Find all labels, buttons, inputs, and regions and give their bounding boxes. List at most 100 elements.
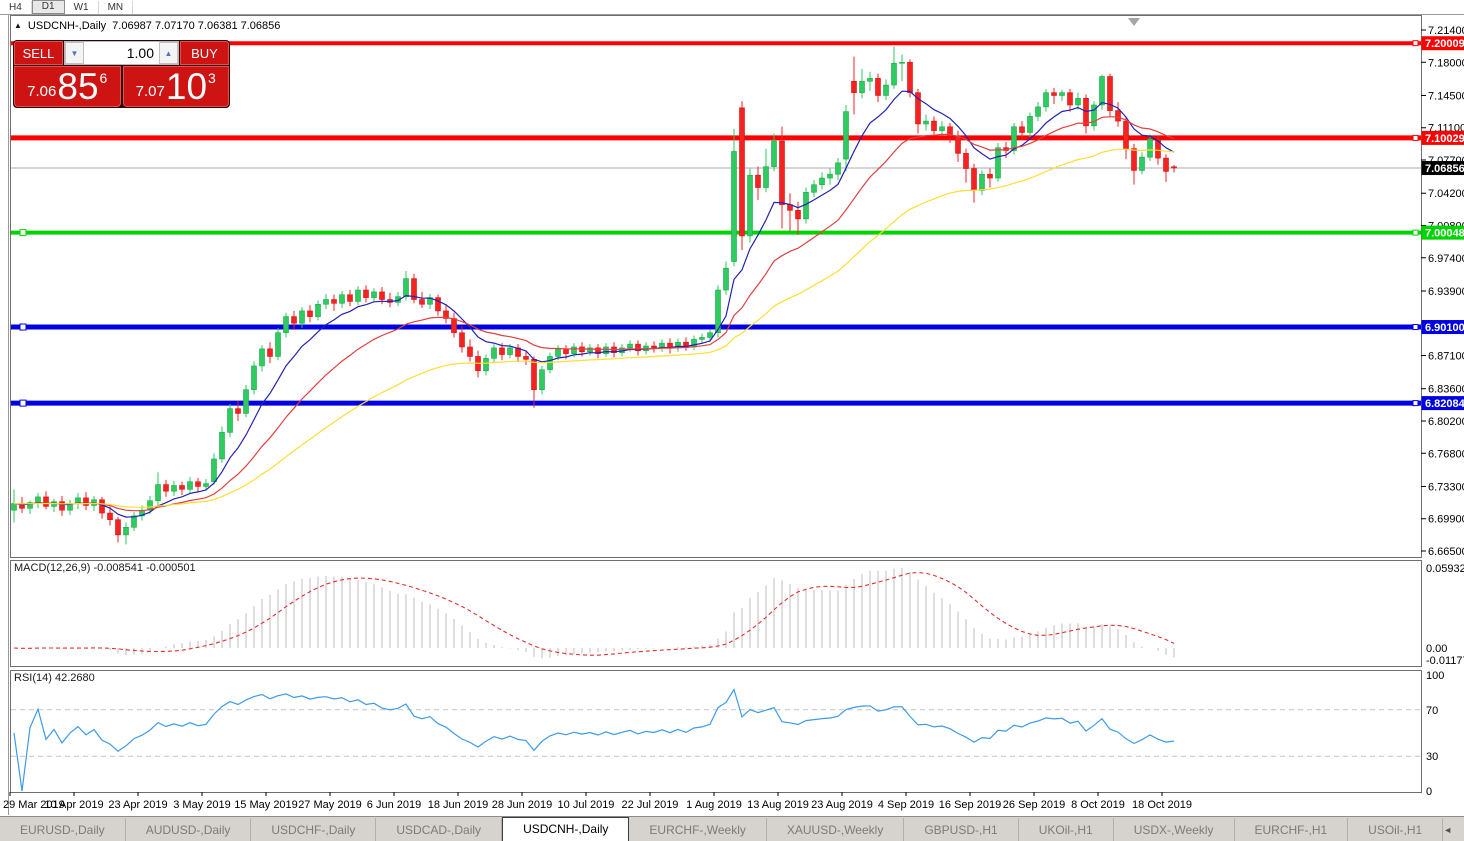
timeframe-button-h4[interactable]: H4 <box>0 0 32 14</box>
price-tick-label: 6.69900 <box>1428 514 1464 526</box>
macd-indicator-label: MACD(12,26,9) -0.008541 -0.000501 <box>14 562 196 574</box>
volume-increase-button[interactable]: ▲ <box>159 42 178 64</box>
buy-button[interactable]: BUY <box>180 41 229 65</box>
candle <box>1171 166 1177 169</box>
level-left-handle <box>19 229 27 237</box>
candle <box>307 310 313 317</box>
candle <box>1091 104 1097 127</box>
buy-price-box[interactable]: 7.07 10 3 <box>122 66 229 107</box>
candle <box>163 484 169 492</box>
candle <box>83 497 89 506</box>
fast-ma-line <box>13 90 1175 518</box>
chart-tab-eurchf-h1[interactable]: EURCHF-,H1 <box>1235 817 1349 841</box>
candle <box>267 348 273 357</box>
candle <box>843 111 849 160</box>
candle <box>891 62 897 86</box>
candle <box>731 151 737 262</box>
timeframe-button-w1[interactable]: W1 <box>65 0 99 14</box>
date-tick-label: 6 Jun 2019 <box>367 799 421 811</box>
chart-tab-usoil-h1[interactable]: USOil-,H1 <box>1348 817 1444 841</box>
date-tick-label: 10 Apr 2019 <box>44 799 103 811</box>
level-left-handle <box>19 323 27 331</box>
candle <box>555 348 561 357</box>
sell-button[interactable]: SELL <box>14 41 63 65</box>
chart-tab-gbpusd-h1[interactable]: GBPUSD-,H1 <box>904 817 1019 841</box>
chart-tab-bar: EURUSD-,Daily AUDUSD-,Daily USDCHF-,Daily U… <box>0 816 1464 841</box>
price-tick-label: 6.66500 <box>1428 546 1464 558</box>
level-price-badge: 7.10029 <box>1425 133 1464 145</box>
candle <box>115 519 121 536</box>
date-tick-label: 28 Jun 2019 <box>492 799 553 811</box>
chart-tab-usdcnh-daily[interactable]: USDCNH-,Daily <box>502 816 630 841</box>
candle <box>987 173 993 179</box>
price-tick-label: 6.80200 <box>1428 416 1464 428</box>
macd-axis-max: 0.059323 <box>1426 563 1464 575</box>
candle <box>1075 98 1081 106</box>
timeframe-button-mn[interactable]: MN <box>99 0 134 14</box>
chart-tab-usdcad-daily[interactable]: USDCAD-,Daily <box>376 817 503 841</box>
candle <box>995 147 1001 179</box>
candle <box>1027 116 1033 133</box>
candle <box>1043 92 1049 108</box>
timeframe-button-d1[interactable]: D1 <box>31 0 65 14</box>
chart-tab-usdchf-daily[interactable]: USDCHF-,Daily <box>251 817 377 841</box>
chart-tab-xauusd-weekly[interactable]: XAUUSD-,Weekly <box>767 817 905 841</box>
date-tick-label: 27 May 2019 <box>298 799 362 811</box>
price-tick-label: 7.04200 <box>1428 188 1464 200</box>
chart-tab-ukoil-h1[interactable]: UKOil-,H1 <box>1019 817 1114 841</box>
macd-signal-line <box>13 571 1175 656</box>
candle <box>299 310 305 324</box>
candle <box>355 289 361 302</box>
date-tick-label: 16 Sep 2019 <box>939 799 1001 811</box>
date-tick-label: 29 Mar 2019 <box>3 799 65 811</box>
chart-tab-eurusd-daily[interactable]: EURUSD-,Daily <box>0 817 126 841</box>
sell-price-sup: 6 <box>99 70 108 86</box>
buy-price-prefix: 7.07 <box>135 83 165 100</box>
collapse-trade-panel-icon[interactable]: ▲ <box>14 21 22 30</box>
candle <box>483 358 489 371</box>
level-price-badge: 7.20009 <box>1425 38 1464 50</box>
chart-tab-eurchf-weekly[interactable]: EURCHF-,Weekly <box>629 817 767 841</box>
chart-tab-usdx-weekly[interactable]: USDX-,Weekly <box>1114 817 1235 841</box>
candle <box>1099 76 1105 106</box>
candle <box>1131 148 1137 171</box>
rsi-axis-label: 70 <box>1426 705 1438 717</box>
date-tick-label: 18 Jun 2019 <box>428 799 489 811</box>
candle <box>1067 92 1073 106</box>
chart-shift-marker-icon <box>1128 18 1140 26</box>
candle <box>467 346 473 357</box>
candle <box>603 346 609 354</box>
candle <box>107 512 113 520</box>
macd-axis-zero: 0.00 <box>1426 643 1447 655</box>
chart-tab-audusd-daily[interactable]: AUDUSD-,Daily <box>126 817 252 841</box>
sell-price-box[interactable]: 7.06 85 6 <box>14 66 121 107</box>
volume-input[interactable]: 1.00 <box>126 45 154 61</box>
candle <box>411 278 417 300</box>
volume-decrease-button[interactable]: ▼ <box>65 42 84 64</box>
rsi-axis-label: 30 <box>1426 751 1438 763</box>
candle <box>1059 92 1065 96</box>
date-tick-label: 1 Aug 2019 <box>686 799 742 811</box>
candle <box>499 347 505 355</box>
candle <box>43 496 49 507</box>
price-tick-label: 7.18000 <box>1428 57 1464 69</box>
candle <box>883 84 889 96</box>
price-tick-label: 7.21400 <box>1428 25 1464 37</box>
timeframe-toolbar: H4 D1 W1 MN <box>0 0 1464 15</box>
candle <box>595 347 601 354</box>
level-price-badge-bg <box>1421 130 1464 145</box>
tab-scroll-left-icon[interactable]: ◄ <box>1443 824 1453 835</box>
level-price-badge-bg <box>1421 36 1464 51</box>
date-tick-label: 23 Aug 2019 <box>811 799 873 811</box>
date-tick-label: 15 May 2019 <box>234 799 298 811</box>
candle <box>195 481 201 487</box>
candle <box>979 173 985 191</box>
date-tick-label: 23 Apr 2019 <box>108 799 167 811</box>
candle <box>867 78 873 82</box>
level-right-handle <box>1412 134 1419 141</box>
candle <box>587 347 593 353</box>
price-tick-label: 6.76800 <box>1428 448 1464 460</box>
chevron-down-icon: ▼ <box>70 48 79 58</box>
candle <box>275 332 281 357</box>
